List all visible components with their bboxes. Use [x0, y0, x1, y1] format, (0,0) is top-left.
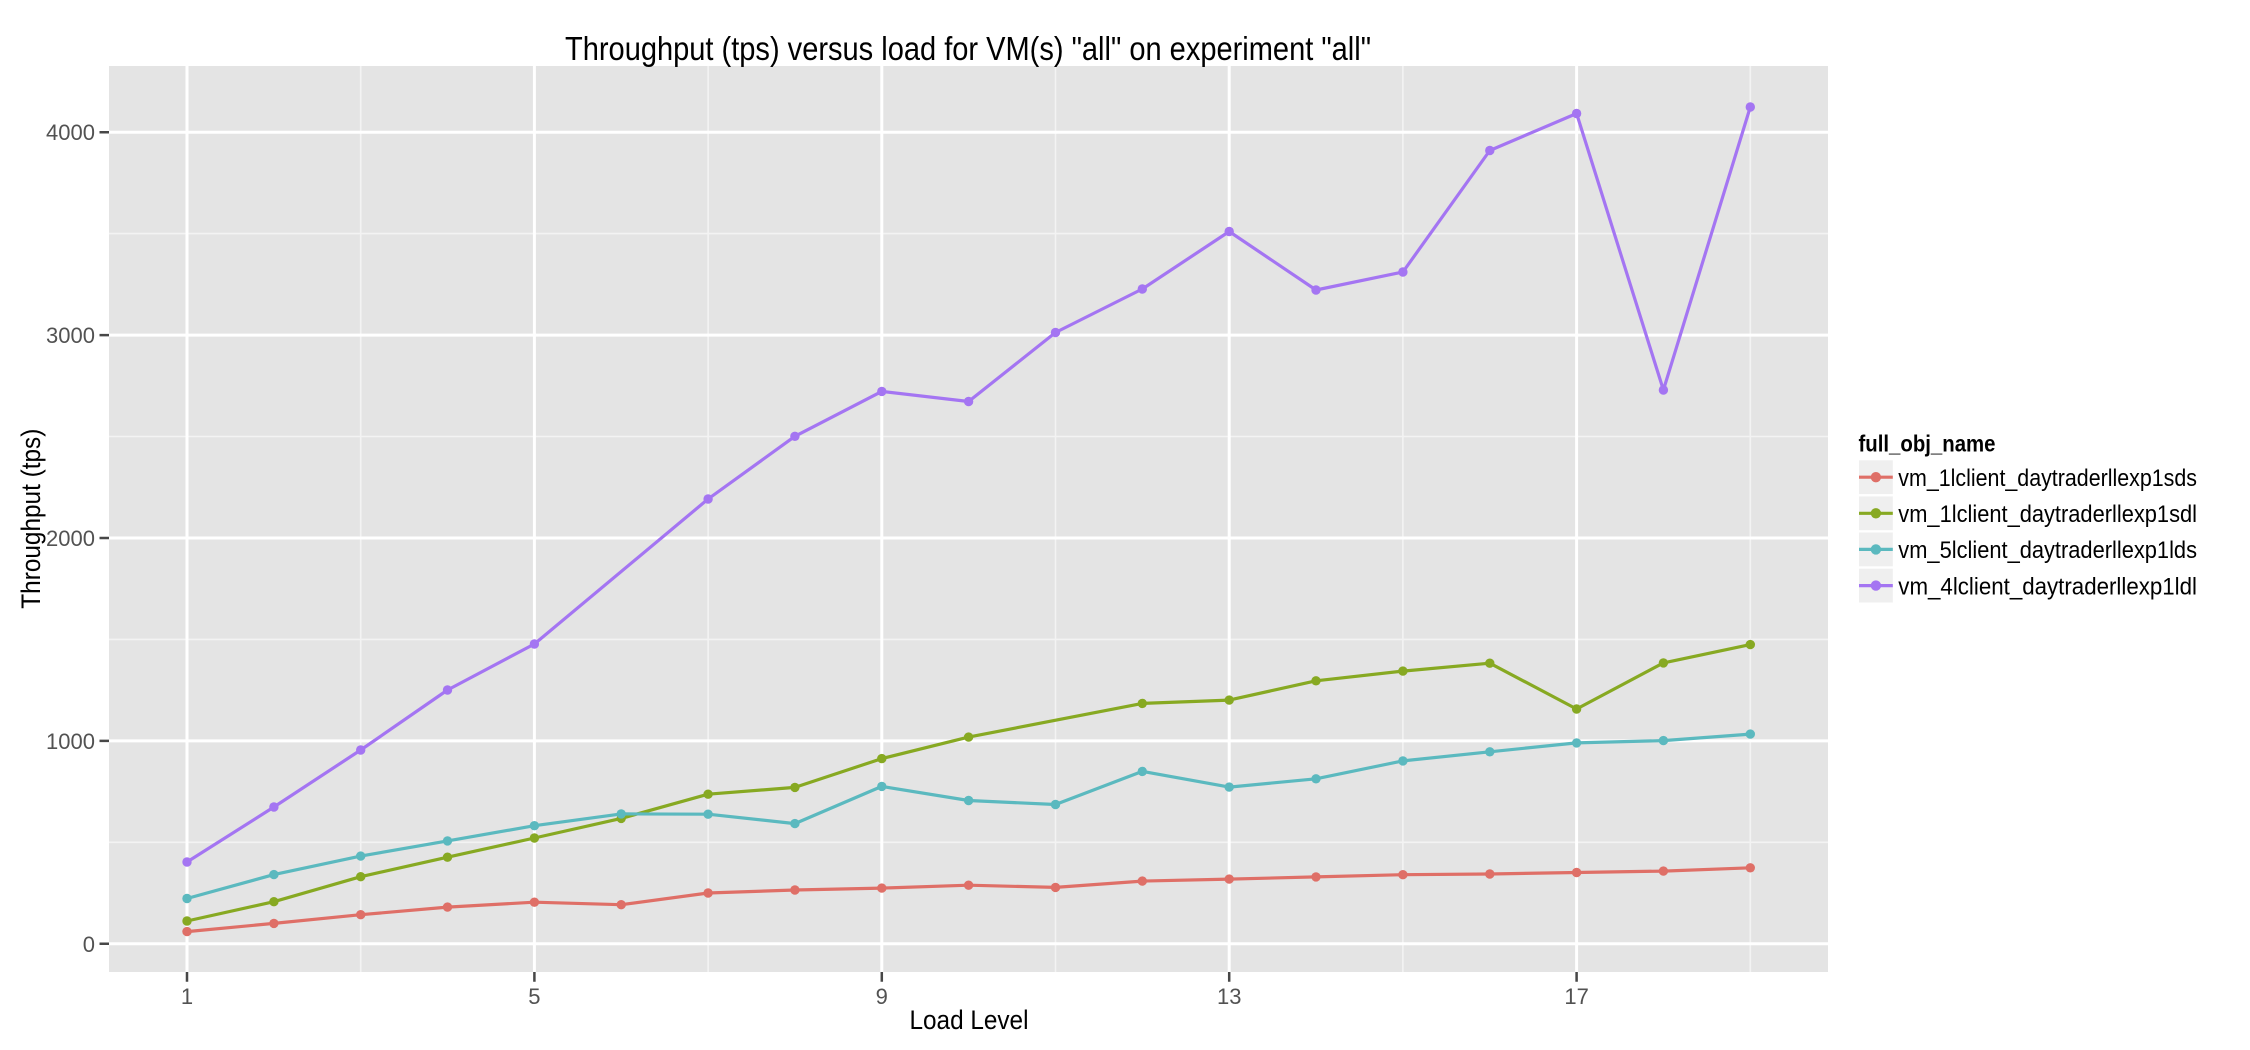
svg-text:3000: 3000 — [46, 323, 95, 348]
svg-text:full_obj_name: full_obj_name — [1859, 431, 1996, 457]
svg-text:1000: 1000 — [46, 729, 95, 754]
svg-text:vm_4lclient_daytraderllexp1ldl: vm_4lclient_daytraderllexp1ldl — [1898, 573, 2197, 600]
svg-text:2000: 2000 — [46, 526, 95, 551]
svg-text:4000: 4000 — [46, 120, 95, 145]
svg-text:Throughput (tps): Throughput (tps) — [16, 429, 46, 609]
svg-text:9: 9 — [876, 984, 888, 1009]
svg-text:17: 17 — [1564, 984, 1588, 1009]
svg-text:1: 1 — [181, 984, 193, 1009]
svg-text:Load Level: Load Level — [910, 1005, 1029, 1035]
svg-text:Throughput (tps) versus load f: Throughput (tps) versus load for VM(s) "… — [565, 30, 1371, 67]
svg-text:13: 13 — [1217, 984, 1241, 1009]
svg-text:vm_5lclient_daytraderllexp1lds: vm_5lclient_daytraderllexp1lds — [1898, 537, 2197, 564]
svg-text:5: 5 — [528, 984, 540, 1009]
svg-text:vm_1lclient_daytraderllexp1sds: vm_1lclient_daytraderllexp1sds — [1898, 465, 2197, 492]
svg-text:vm_1lclient_daytraderllexp1sdl: vm_1lclient_daytraderllexp1sdl — [1898, 501, 2197, 528]
svg-text:0: 0 — [83, 932, 95, 957]
